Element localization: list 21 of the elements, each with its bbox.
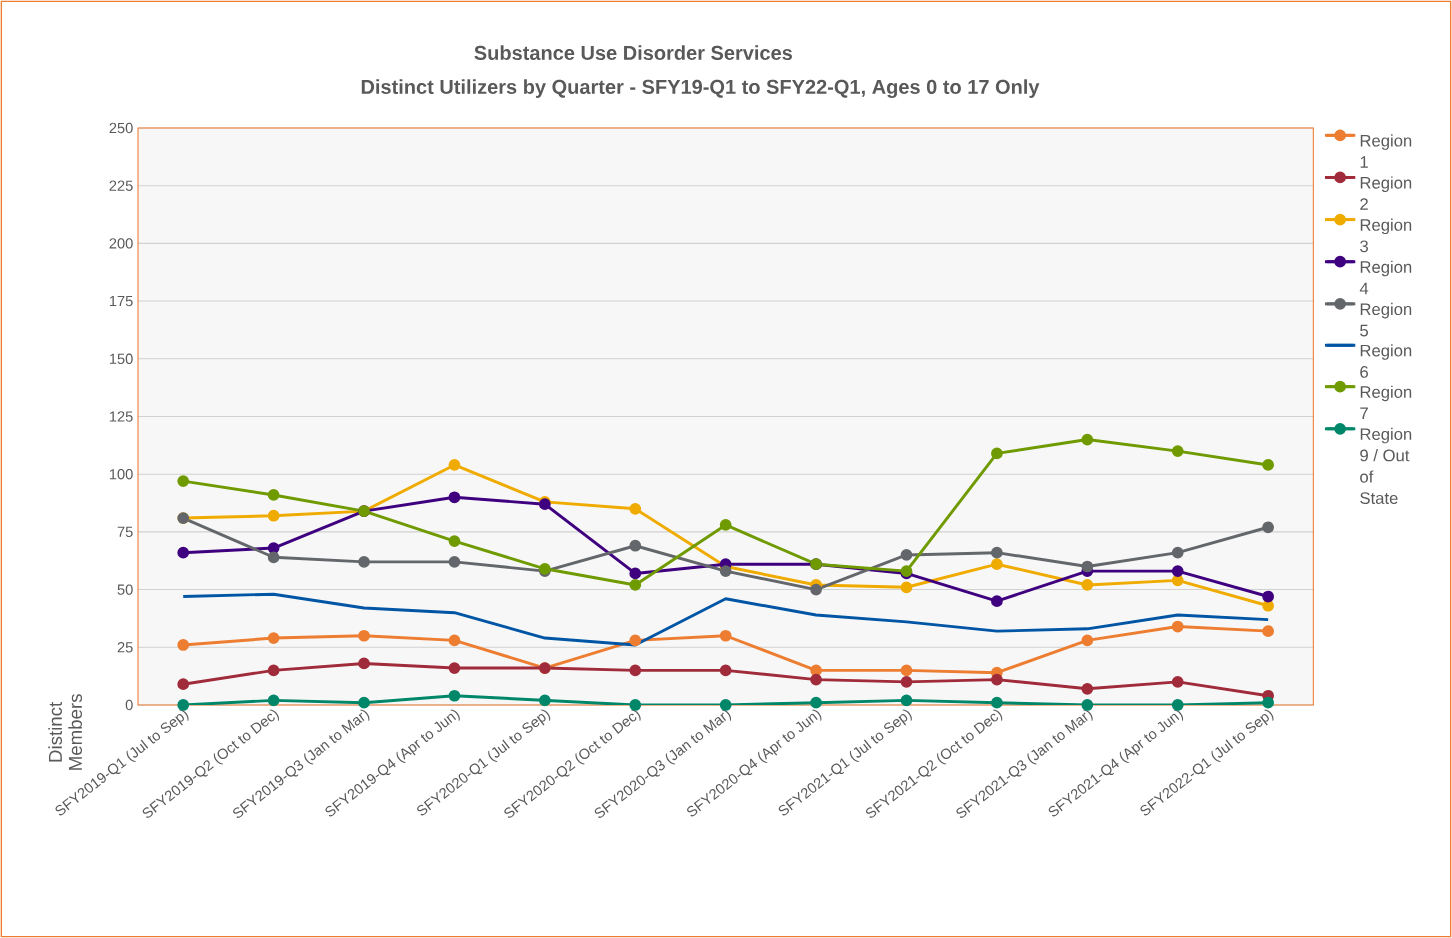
y-tick-label: 225 — [109, 180, 133, 191]
legend-label: Region 5 — [1360, 302, 1412, 337]
chart-title: Substance Use Disorder Services — [474, 45, 792, 60]
y-tick-label: 0 — [125, 699, 133, 711]
y-tick-label: 100 — [109, 469, 133, 480]
legend-label: Region 3 — [1360, 218, 1412, 253]
y-tick-label: 25 — [117, 642, 133, 653]
legend-label: Region 6 — [1360, 344, 1412, 378]
legend-label: Region 1 — [1360, 134, 1412, 168]
y-tick-label: 250 — [109, 122, 133, 134]
y-tick-label: 50 — [117, 584, 133, 595]
y-tick-label: 75 — [117, 526, 133, 538]
legend-label: Region 4 — [1359, 260, 1412, 295]
y-tick-label: 200 — [109, 238, 133, 249]
y-tick-label: 150 — [109, 353, 133, 364]
chart-subtitle: Distinct Utilizers by Quarter - SFY19-Q1 to SFY22-Q1, Ages 0 to 17 Only — [361, 79, 1040, 99]
y-tick-label: 175 — [109, 295, 133, 307]
legend-label: Region 2 — [1360, 176, 1412, 210]
y-tick-label: 125 — [109, 411, 133, 422]
legend-label: Region 9 / Out of State — [1360, 427, 1412, 505]
legend-label: Region 7 — [1360, 385, 1412, 420]
